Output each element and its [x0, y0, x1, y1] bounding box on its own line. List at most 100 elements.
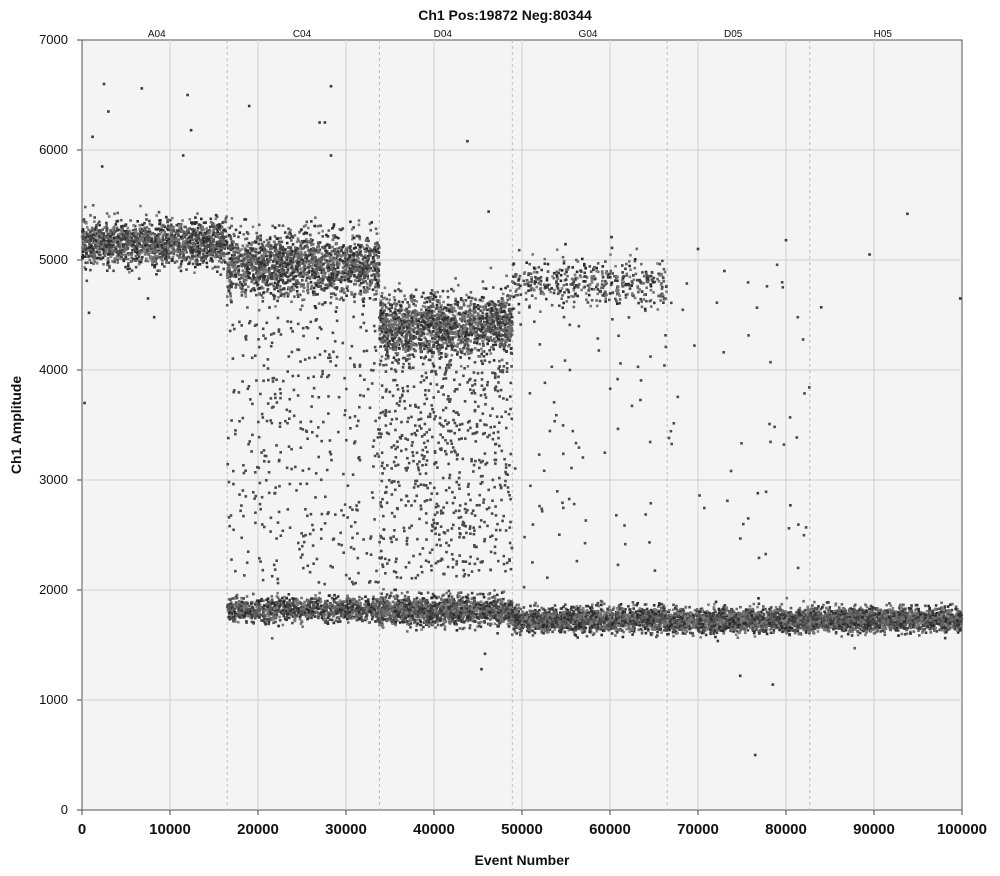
droplet-point — [130, 232, 133, 235]
droplet-point — [122, 253, 126, 257]
droplet-point — [140, 258, 143, 261]
droplet-point — [302, 289, 305, 293]
droplet-point — [355, 254, 359, 257]
droplet-point — [507, 345, 510, 348]
droplet-point — [122, 224, 125, 228]
droplet-point — [286, 250, 289, 254]
droplet-point — [118, 245, 122, 249]
droplet-point — [106, 246, 110, 250]
droplet-point — [388, 293, 391, 297]
droplet-point — [443, 322, 447, 326]
droplet-point — [301, 279, 304, 282]
droplet-point — [277, 296, 280, 299]
droplet-point — [81, 228, 85, 231]
droplet-point — [478, 314, 482, 318]
droplet-point — [118, 233, 121, 237]
droplet-point — [104, 251, 107, 255]
droplet-point — [350, 228, 354, 231]
droplet-point — [376, 247, 380, 251]
droplet-point — [199, 226, 203, 229]
droplet-point — [200, 249, 203, 253]
droplet-point — [143, 227, 146, 231]
droplet-point — [379, 301, 382, 305]
droplet-point — [319, 224, 323, 227]
droplet-point — [196, 226, 200, 230]
droplet-point — [397, 340, 400, 344]
droplet-point — [292, 277, 295, 281]
droplet-point — [286, 263, 290, 266]
droplet-point — [310, 251, 314, 254]
droplet-point — [240, 283, 244, 286]
droplet-point — [105, 224, 108, 227]
droplet-point — [156, 251, 159, 254]
droplet-point — [111, 227, 115, 231]
droplet-point — [202, 221, 206, 225]
droplet-point — [211, 233, 215, 236]
droplet-point — [499, 317, 502, 320]
droplet-point — [152, 248, 155, 252]
droplet-point — [272, 293, 275, 297]
droplet-point — [162, 228, 165, 232]
droplet-point — [105, 229, 108, 232]
droplet-point — [270, 282, 273, 286]
droplet-point — [305, 220, 309, 224]
droplet-point — [309, 275, 312, 279]
droplet-point — [165, 261, 168, 264]
droplet-point — [119, 257, 122, 260]
droplet-point — [155, 257, 158, 260]
droplet-point — [358, 284, 362, 287]
droplet-point — [426, 296, 430, 300]
droplet-point — [125, 240, 128, 244]
droplet-point — [185, 243, 188, 246]
droplet-point — [210, 253, 213, 257]
droplet-point — [325, 286, 328, 290]
droplet-point — [450, 344, 453, 347]
droplet-point — [108, 266, 111, 269]
droplet-point — [217, 242, 220, 246]
droplet-point — [310, 287, 313, 290]
droplet-point — [210, 225, 214, 228]
droplet-point — [261, 244, 265, 247]
droplet-point — [460, 306, 463, 309]
droplet-point — [107, 232, 110, 236]
droplet-point — [337, 236, 340, 240]
droplet-point — [317, 280, 320, 283]
droplet-point — [86, 255, 89, 259]
droplet-point — [414, 288, 418, 292]
droplet-point — [251, 269, 255, 272]
droplet-point — [446, 295, 450, 299]
droplet-point — [278, 247, 282, 251]
droplet-point — [358, 248, 362, 251]
droplet-point — [262, 255, 266, 259]
droplet-point — [292, 275, 295, 279]
droplet-point — [361, 266, 364, 270]
droplet-point — [191, 231, 195, 234]
droplet-point — [124, 248, 127, 252]
droplet-point — [327, 278, 330, 282]
droplet-point — [476, 337, 479, 340]
droplet-point — [325, 233, 328, 237]
droplet-point — [89, 239, 93, 243]
droplet-point — [450, 348, 454, 351]
droplet-point — [421, 305, 425, 308]
droplet-point — [244, 237, 247, 241]
droplet-point — [94, 234, 97, 237]
droplet-point — [128, 271, 131, 274]
droplet-point — [317, 245, 321, 248]
droplet-point — [85, 226, 89, 229]
droplet-point — [177, 241, 181, 245]
droplet-point — [429, 304, 433, 308]
droplet-point — [401, 344, 404, 348]
droplet-point — [473, 303, 476, 306]
droplet-point — [463, 344, 467, 347]
droplet-point — [185, 251, 188, 254]
droplet-point — [393, 289, 397, 293]
droplet-point — [491, 315, 494, 318]
droplet-point — [262, 266, 265, 269]
droplet-point — [317, 263, 321, 266]
droplet-point — [190, 228, 194, 231]
droplet-point — [280, 240, 284, 244]
droplet-point — [306, 285, 310, 288]
droplet-point — [459, 297, 463, 300]
droplet-point — [90, 226, 94, 230]
